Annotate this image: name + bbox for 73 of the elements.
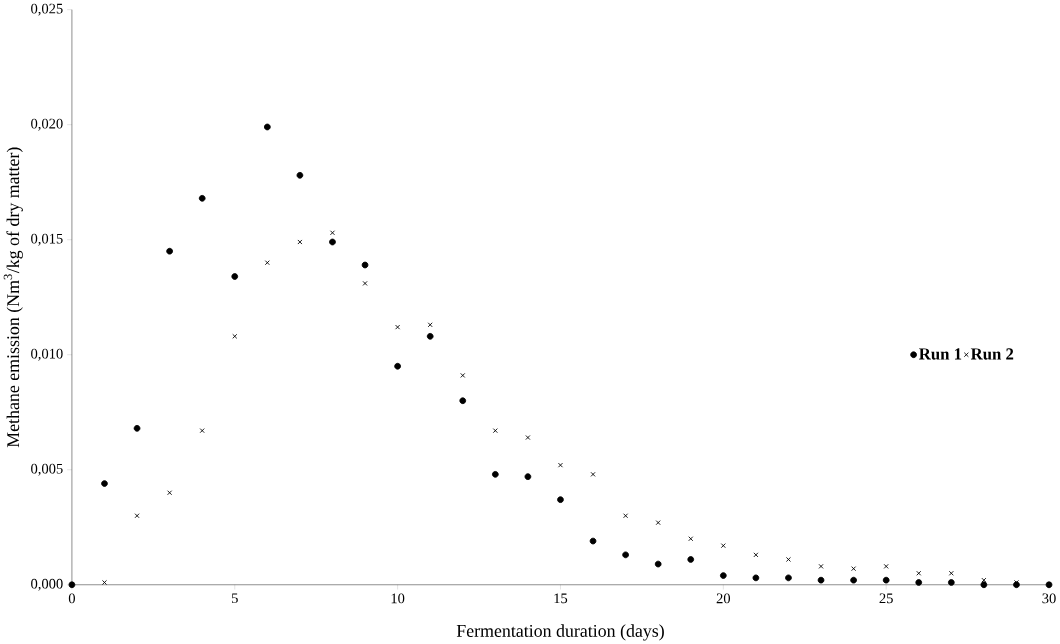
point <box>199 427 205 433</box>
point <box>818 563 824 569</box>
point <box>589 537 597 545</box>
point <box>524 473 532 480</box>
point <box>883 563 889 569</box>
y-tick-label: 0,000 <box>31 578 63 591</box>
point <box>719 572 727 579</box>
point <box>622 551 629 559</box>
point <box>623 513 629 519</box>
y-tick-label: 0,025 <box>31 3 63 16</box>
x-tick-label: 0 <box>68 593 75 604</box>
point <box>947 578 955 586</box>
point <box>654 560 662 568</box>
x-axis-title: Fermentation duration (days) <box>456 624 664 641</box>
point <box>395 324 401 330</box>
point <box>655 519 661 525</box>
point <box>687 555 695 563</box>
point <box>426 332 434 340</box>
point <box>720 543 726 548</box>
y-axis-title: Methane emission (Nm$^{3}$/kg of dry matter) <box>3 147 23 448</box>
point <box>198 194 206 202</box>
point <box>263 123 271 131</box>
point <box>688 536 694 542</box>
point <box>753 552 759 558</box>
point <box>329 238 336 246</box>
point <box>590 471 596 477</box>
point <box>916 570 922 576</box>
point <box>167 490 173 496</box>
point <box>785 556 791 562</box>
point <box>557 496 564 503</box>
point <box>491 470 499 478</box>
point <box>264 260 270 266</box>
point <box>101 579 107 585</box>
point <box>134 513 140 519</box>
point <box>232 333 238 339</box>
y-tick-label: 0,020 <box>31 118 63 131</box>
point <box>329 230 335 236</box>
point <box>850 576 857 584</box>
point <box>525 434 531 440</box>
point <box>882 576 890 584</box>
point <box>817 576 825 584</box>
point <box>460 372 466 378</box>
point <box>915 578 923 586</box>
point <box>133 424 141 432</box>
point <box>361 261 369 269</box>
point <box>166 247 173 255</box>
point <box>981 577 987 583</box>
x-tick-label: 30 <box>1042 593 1056 604</box>
point <box>752 574 760 582</box>
point <box>851 566 857 572</box>
point <box>492 427 498 433</box>
point <box>297 239 303 245</box>
point <box>394 362 401 370</box>
legend-label: Run 1 <box>919 348 962 360</box>
x-tick-label: 20 <box>716 593 731 604</box>
point <box>101 480 108 487</box>
point <box>557 462 563 468</box>
x-tick-label: 5 <box>231 593 238 603</box>
point <box>296 171 304 179</box>
x-tick-label: 15 <box>554 593 568 604</box>
y-tick-label: 0,005 <box>31 463 63 476</box>
point <box>785 574 792 582</box>
point <box>362 280 368 286</box>
legend-label: Run 2 <box>970 348 1014 360</box>
y-tick-label: 0,015 <box>31 233 63 246</box>
point <box>980 581 988 588</box>
x-tick-label: 10 <box>391 593 405 604</box>
y-tick-label: 0,010 <box>31 348 63 361</box>
point <box>231 273 239 280</box>
point <box>427 322 433 328</box>
x-tick-label: 25 <box>879 593 893 604</box>
point <box>459 397 467 404</box>
point <box>948 570 954 576</box>
